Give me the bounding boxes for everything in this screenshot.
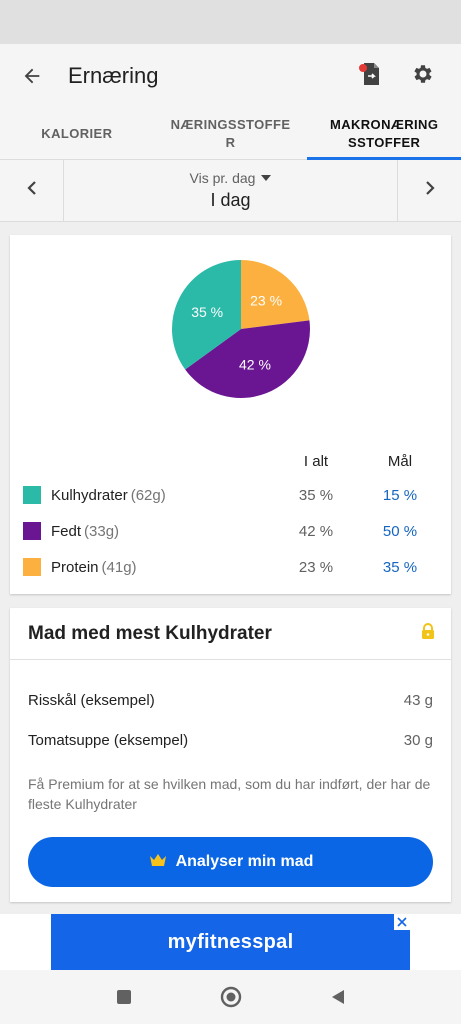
dropdown-caret-icon — [261, 175, 272, 181]
macro-chart-card: 23 % 42 % 35 % I alt Mål Kulhydrater (62g)… — [10, 235, 451, 594]
macro-grams: (41g) — [101, 558, 137, 576]
gear-icon — [411, 62, 435, 91]
top-foods-header: Mad med mest Kulhydrater — [10, 608, 451, 660]
date-navigator: Vis pr. dag I dag — [0, 160, 461, 222]
export-file-button[interactable] — [349, 54, 393, 98]
premium-upsell-text: Få Premium for at se hvilken mad, som du… — [28, 776, 431, 812]
analyze-food-button[interactable]: Analyser min mad — [28, 837, 433, 887]
pie-label-protein: 23 % — [250, 293, 282, 309]
macro-total: 35 % — [298, 486, 334, 504]
top-foods-card: Mad med mest Kulhydrater Risskål (eksemp… — [10, 608, 451, 902]
pie-slice-fedt — [185, 320, 310, 398]
macro-goal[interactable]: 35 % — [382, 558, 418, 576]
pie-slice-kulhydrater — [172, 260, 241, 370]
food-name: Tomatsuppe (eksempel) — [28, 731, 189, 749]
protein-swatch — [23, 558, 41, 576]
notification-dot — [359, 64, 367, 72]
app-bar: Ernæring — [0, 44, 461, 108]
list-item: Tomatsuppe (eksempel) 30 g — [28, 720, 433, 760]
macro-grams: (33g) — [84, 522, 120, 540]
pie-slice-protein — [241, 260, 310, 329]
macro-table-header: I alt Mål — [10, 445, 451, 477]
food-amount: 43 g — [403, 691, 433, 709]
recents-square-icon[interactable] — [113, 986, 135, 1008]
previous-day-button[interactable] — [0, 160, 64, 221]
back-arrow-icon[interactable] — [18, 62, 46, 90]
analyze-button-label: Analyser min mad — [175, 853, 314, 870]
tab-macronutrients[interactable]: MAKRONÆRINGSSTOFFER — [307, 108, 461, 160]
tab-nutrients[interactable]: NÆRINGSSTOFFER — [170, 116, 291, 150]
pie-svg: 23 % 42 % 35 % — [172, 260, 310, 398]
view-mode-label: Vis pr. dag — [189, 170, 256, 186]
chevron-right-icon — [424, 180, 436, 201]
macro-name: Protein — [51, 558, 99, 576]
ad-brand-logo: myfitnesspal — [167, 930, 294, 953]
tab-calories[interactable]: KALORIER — [41, 125, 113, 141]
header-total: I alt — [303, 452, 329, 470]
close-icon[interactable] — [394, 914, 410, 930]
fat-swatch — [23, 522, 41, 540]
macro-row-carbs: Kulhydrater (62g) 35 % 15 % — [10, 477, 451, 513]
top-foods-title: Mad med mest Kulhydrater — [28, 622, 272, 644]
status-bar — [0, 0, 461, 44]
pie-label-fedt: 42 % — [239, 356, 271, 372]
macro-total: 42 % — [298, 522, 334, 540]
food-amount: 30 g — [403, 731, 433, 749]
crown-icon — [148, 852, 168, 873]
ad-area: myfitnesspal — [0, 914, 461, 970]
ad-banner[interactable]: myfitnesspal — [51, 914, 410, 970]
top-foods-list: Risskål (eksempel) 43 g Tomatsuppe (ekse… — [10, 680, 451, 887]
macro-grams: (62g) — [130, 486, 166, 504]
macro-pie-chart: 23 % 42 % 35 % — [171, 259, 311, 399]
tab-bar: KALORIER NÆRINGSSTOFFER MAKRONÆRINGSSTOF… — [0, 108, 461, 160]
food-name: Risskål (eksempel) — [28, 691, 155, 709]
macro-goal[interactable]: 50 % — [382, 522, 418, 540]
header-goal: Mål — [387, 452, 413, 470]
pie-label-kulhydrater: 35 % — [191, 304, 223, 320]
macro-name: Kulhydrater — [51, 486, 128, 504]
macro-total: 23 % — [298, 558, 334, 576]
current-day-label: I dag — [210, 190, 251, 210]
macro-goal[interactable]: 15 % — [382, 486, 418, 504]
back-triangle-icon[interactable] — [327, 986, 349, 1008]
next-day-button[interactable] — [397, 160, 461, 221]
view-selector[interactable]: Vis pr. dag I dag — [64, 160, 397, 221]
home-circle-icon[interactable] — [220, 986, 242, 1008]
chevron-left-icon — [26, 180, 38, 201]
macro-name: Fedt — [51, 522, 82, 540]
export-file-icon — [359, 61, 383, 92]
macro-row-protein: Protein (41g) 23 % 35 % — [10, 549, 451, 585]
macro-row-fat: Fedt (33g) 42 % 50 % — [10, 513, 451, 549]
macro-table: I alt Mål Kulhydrater (62g) 35 % 15 % Fe… — [10, 445, 451, 585]
settings-button[interactable] — [401, 54, 445, 98]
list-item: Risskål (eksempel) 43 g — [28, 680, 433, 720]
page-title: Ernæring — [68, 63, 159, 88]
lock-icon — [421, 623, 435, 644]
carbs-swatch — [23, 486, 41, 504]
system-nav-bar — [0, 970, 461, 1024]
